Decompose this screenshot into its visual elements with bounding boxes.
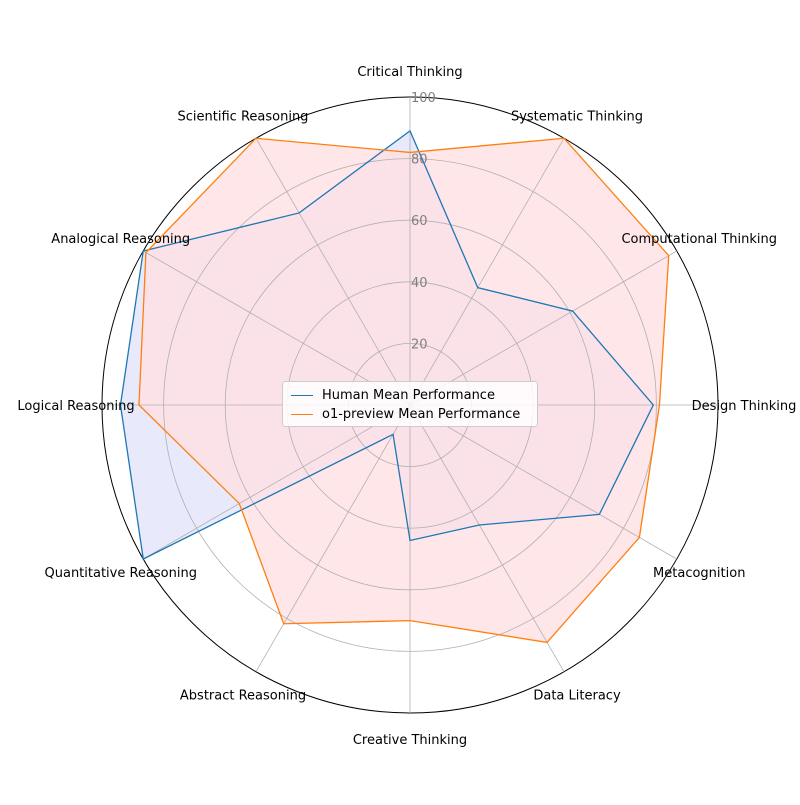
series-lines bbox=[119, 129, 670, 644]
radial-tick-label: 60 bbox=[411, 214, 428, 229]
category-label: Creative Thinking bbox=[353, 733, 467, 748]
legend-swatch-o1 bbox=[291, 413, 313, 415]
polar-grid bbox=[101, 96, 719, 714]
grid-spoke bbox=[143, 404, 411, 560]
grid-spoke bbox=[409, 138, 565, 406]
category-label: Systematic Thinking bbox=[511, 110, 643, 125]
grid-spoke bbox=[409, 404, 677, 560]
radial-tick-label: 40 bbox=[411, 276, 428, 291]
grid-spoke bbox=[255, 404, 411, 672]
category-label: Abstract Reasoning bbox=[180, 688, 306, 703]
category-label: Metacognition bbox=[653, 566, 745, 581]
legend-item-human: Human Mean Performance bbox=[291, 386, 495, 404]
category-label: Computational Thinking bbox=[621, 232, 777, 247]
grid-spoke bbox=[409, 250, 677, 406]
legend: Human Mean Performance o1-preview Mean P… bbox=[282, 381, 538, 427]
radial-tick-label: 80 bbox=[411, 153, 428, 168]
category-label: Data Literacy bbox=[533, 688, 621, 703]
category-label: Design Thinking bbox=[692, 399, 797, 414]
grid-spoke bbox=[255, 138, 411, 406]
radial-tick-label: 100 bbox=[411, 91, 436, 106]
series-line-1 bbox=[138, 137, 670, 644]
category-label: Logical Reasoning bbox=[17, 399, 134, 414]
grid-spoke bbox=[143, 250, 411, 406]
legend-swatch-human bbox=[291, 394, 313, 396]
radial-tick-label: 20 bbox=[411, 337, 428, 352]
legend-label-human: Human Mean Performance bbox=[322, 387, 495, 403]
legend-item-o1: o1-preview Mean Performance bbox=[291, 405, 520, 423]
legend-label-o1: o1-preview Mean Performance bbox=[322, 406, 521, 422]
category-label: Quantitative Reasoning bbox=[45, 566, 197, 581]
category-label: Critical Thinking bbox=[357, 65, 462, 80]
category-label: Scientific Reasoning bbox=[178, 110, 309, 125]
category-label: Analogical Reasoning bbox=[51, 232, 190, 247]
grid-spoke bbox=[409, 404, 565, 672]
radial-tick-labels: 20 40 60 80 100 bbox=[411, 91, 436, 352]
series-line-0 bbox=[119, 129, 655, 560]
category-labels: Critical Thinking Systematic Thinking Comp… bbox=[17, 65, 796, 748]
